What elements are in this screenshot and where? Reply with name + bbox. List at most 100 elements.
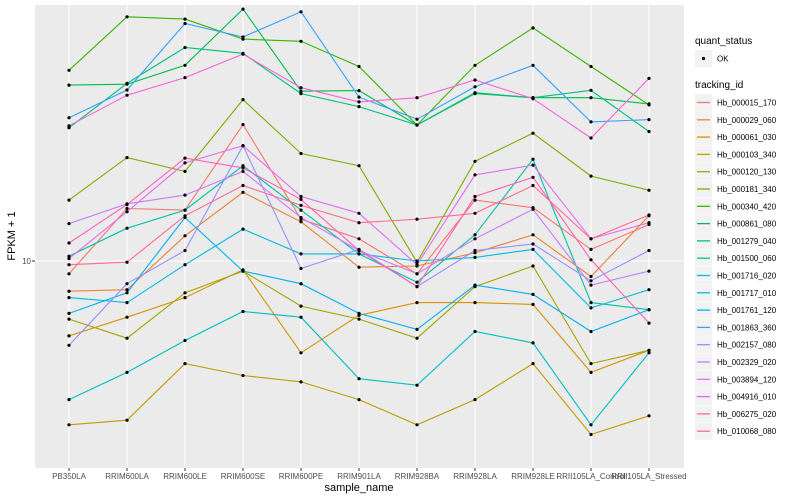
data-point (589, 301, 593, 305)
data-point (299, 215, 303, 220)
data-point (125, 291, 129, 295)
data-point (241, 98, 245, 102)
x-tick-label: RRIM928LA (453, 472, 497, 481)
data-point (531, 302, 535, 306)
data-point (125, 301, 129, 305)
legend-item: Hb_001279_040 (695, 232, 777, 250)
data-point (415, 336, 419, 340)
legend-point-key (701, 56, 706, 61)
legend-label: Hb_001500_060 (717, 254, 777, 263)
legend-item: Hb_003894_120 (695, 370, 777, 388)
legend-item: Hb_000015_170 (695, 94, 777, 111)
legend-label: Hb_000340_420 (717, 202, 777, 211)
data-point (647, 248, 651, 253)
data-point (299, 220, 303, 224)
data-point (125, 336, 129, 340)
data-point (183, 76, 187, 80)
legend-item: Hb_001717_010 (695, 284, 777, 302)
data-point (531, 63, 535, 67)
data-point (531, 362, 535, 366)
data-point (647, 188, 651, 192)
data-point (183, 193, 187, 197)
data-point (589, 306, 593, 310)
data-point (183, 161, 187, 165)
data-point (67, 241, 71, 245)
x-tick-label: RRII105LA_Stressed (611, 472, 686, 481)
data-point (589, 237, 593, 241)
legend-label: Hb_006275_020 (717, 410, 777, 419)
data-point (357, 164, 361, 168)
data-point (357, 100, 361, 104)
data-point (473, 398, 477, 402)
data-point (183, 156, 187, 160)
data-point (473, 198, 477, 202)
legend-item: Hb_002157_080 (695, 336, 777, 354)
data-point (299, 208, 303, 212)
data-point (67, 311, 71, 315)
data-point (299, 39, 303, 43)
data-point (183, 63, 187, 67)
data-point (299, 304, 303, 308)
legend-label: Hb_010068_080 (717, 427, 777, 436)
data-point (415, 259, 419, 263)
data-point (183, 214, 187, 218)
data-point (415, 285, 419, 289)
legend-item: Hb_001863_360 (695, 318, 777, 336)
data-point (589, 370, 593, 374)
data-point (241, 269, 245, 273)
legend-label: Hb_004916_010 (717, 393, 777, 402)
data-point (589, 174, 593, 178)
data-point (241, 144, 245, 148)
data-point (183, 17, 187, 21)
legend-item: Hb_000029_060 (695, 111, 777, 129)
data-point (241, 164, 245, 168)
legend-tracking-title: tracking_id (695, 80, 743, 91)
data-point (241, 183, 245, 188)
data-point (183, 234, 187, 238)
legend-quant-title: quant_status (695, 36, 752, 47)
data-point (589, 247, 593, 251)
data-point (647, 308, 651, 312)
data-point (125, 88, 129, 92)
legend-item: Hb_000340_420 (695, 197, 777, 215)
data-point (473, 301, 477, 305)
data-point (357, 248, 361, 253)
data-point (183, 263, 187, 267)
data-point (183, 362, 187, 366)
data-point (125, 226, 129, 230)
x-tick-label: RRIM600LE (163, 472, 207, 481)
data-point (589, 64, 593, 69)
x-tick-label: RRIM600SE (221, 472, 265, 481)
data-point (125, 282, 129, 286)
data-point (357, 64, 361, 69)
data-point (125, 203, 129, 207)
data-point (357, 398, 361, 402)
data-point (357, 252, 361, 256)
legend-label: Hb_001761_120 (717, 306, 777, 315)
data-point (241, 7, 245, 11)
legend-label: Hb_001717_010 (717, 289, 777, 298)
y-axis-title: FPKM + 1 (6, 211, 18, 260)
data-point (415, 117, 419, 121)
data-point (647, 129, 651, 134)
data-point (183, 169, 187, 173)
data-point (531, 131, 535, 135)
data-point (67, 317, 71, 321)
data-point (647, 118, 651, 122)
data-point (299, 282, 303, 286)
data-point (241, 190, 245, 194)
data-point (415, 123, 419, 127)
data-point (125, 315, 129, 319)
data-point (589, 136, 593, 140)
legend-item: Hb_002329_020 (695, 353, 777, 371)
data-point (531, 157, 535, 161)
data-point (299, 380, 303, 384)
data-point (473, 255, 477, 259)
data-point (415, 96, 419, 100)
data-point (415, 327, 419, 331)
legend-item: Hb_004916_010 (695, 388, 777, 406)
legend: quant_status OK tracking_id Hb_000015_17… (695, 36, 777, 440)
data-point (299, 89, 303, 93)
legend-label: Hb_003894_120 (717, 375, 777, 384)
data-point (589, 329, 593, 334)
